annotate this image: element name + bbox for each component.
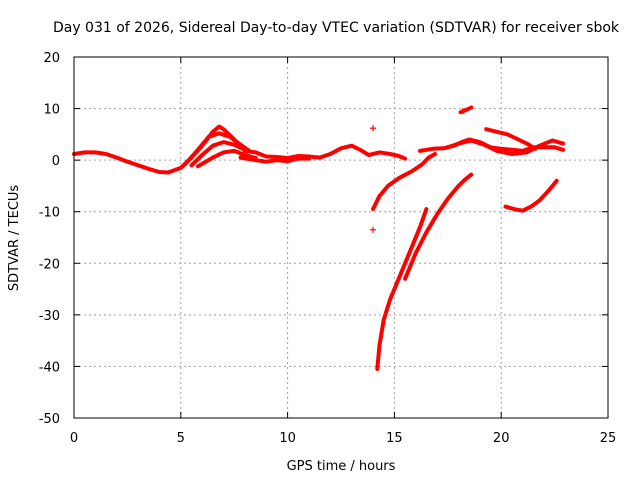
plot-frame — [73, 56, 609, 419]
series-deep-arc-1 — [375, 207, 429, 371]
axis-ticks — [73, 56, 609, 419]
series-rise-from-14 — [371, 152, 437, 212]
x-tick-label: 0 — [70, 431, 78, 446]
series-deep-arc-2 — [403, 172, 474, 281]
grid — [74, 57, 608, 418]
series-mid-segment — [358, 147, 408, 161]
y-tick-label: 0 — [52, 154, 60, 169]
data-series — [72, 105, 566, 371]
x-axis-label: GPS time / hours — [287, 459, 396, 474]
outlier-point — [370, 226, 377, 233]
y-tick-label: 10 — [43, 103, 60, 118]
outlier-point — [370, 125, 377, 132]
x-tick-label: 5 — [177, 431, 185, 446]
y-tick-label: -20 — [39, 257, 60, 272]
series-branch-b — [189, 140, 247, 168]
y-tick-label: -50 — [39, 412, 60, 427]
tick-labels: 0 5 10 15 20 25 -50 -40 -30 -20 -10 0 10 20 — [39, 51, 617, 446]
series-right-upper-2 — [445, 138, 566, 156]
series-branch-c — [195, 148, 258, 169]
series-low-band — [238, 155, 311, 164]
x-tick-label: 10 — [279, 431, 296, 446]
series-right-upper-3 — [484, 127, 538, 151]
x-tick-label: 15 — [386, 431, 403, 446]
y-tick-label: -10 — [39, 206, 60, 221]
series-late-arc — [503, 178, 559, 213]
y-tick-label: -40 — [39, 360, 60, 375]
y-tick-label: 20 — [43, 51, 60, 66]
x-tick-label: 25 — [600, 431, 617, 446]
chart-title: Day 031 of 2026, Sidereal Day-to-day VTE… — [53, 20, 620, 36]
series-baseline — [72, 124, 361, 175]
outlier-point — [459, 108, 466, 115]
y-axis-label: SDTVAR / TECUs — [7, 185, 22, 292]
y-tick-label: -30 — [39, 309, 60, 324]
x-tick-label: 20 — [493, 431, 510, 446]
series-branch-a — [183, 131, 252, 167]
